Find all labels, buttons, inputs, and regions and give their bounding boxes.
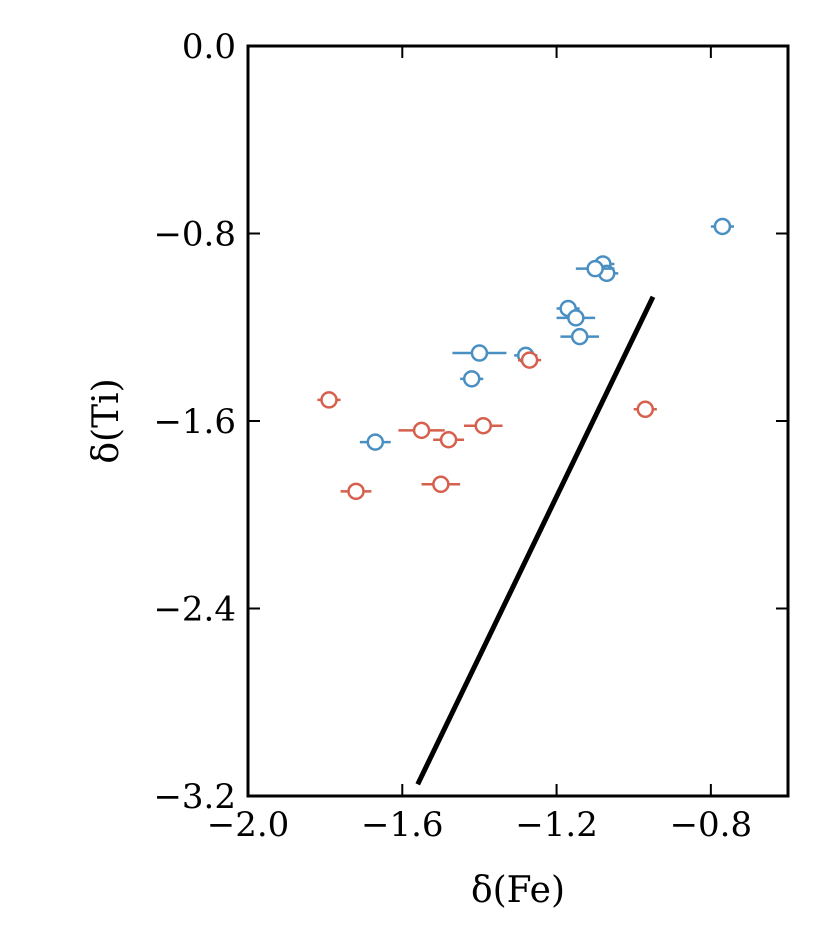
plot-frame — [246, 44, 790, 798]
x-axis-label: δ(Fe) — [471, 870, 565, 911]
data-point — [462, 370, 481, 388]
data-point — [636, 400, 655, 419]
reference-line — [415, 295, 656, 786]
data-point — [470, 344, 489, 362]
data-point — [320, 391, 338, 409]
data-point — [412, 421, 431, 440]
x-tick-label: −1.2 — [515, 805, 598, 845]
plot-marks — [317, 217, 734, 786]
data-point — [432, 475, 450, 494]
tick-labels: −2.0 −1.6 −1.2 −0.8 0.0 −0.8 −1.6 −2.4 −3.2 — [153, 27, 752, 845]
y-tick-label: 0.0 — [182, 27, 236, 67]
x-tick-label: −0.8 — [670, 805, 753, 845]
x-tick-label: −2.0 — [207, 805, 290, 845]
data-point — [586, 259, 604, 278]
y-tick-label: −3.2 — [153, 777, 236, 817]
data-point — [713, 217, 732, 236]
data-point — [366, 433, 385, 451]
y-axis-label: δ(Ti) — [86, 378, 127, 463]
y-tick-label: −0.8 — [153, 215, 236, 255]
data-point — [347, 482, 365, 501]
x-tick-label: −1.6 — [361, 805, 444, 845]
y-tick-label: −2.4 — [153, 590, 236, 630]
data-point — [474, 416, 493, 435]
data-point — [520, 351, 539, 369]
data-point — [570, 327, 589, 346]
data-point — [439, 431, 458, 449]
axis-ticks — [247, 45, 788, 797]
data-point — [567, 309, 585, 327]
y-tick-label: −1.6 — [153, 402, 236, 442]
